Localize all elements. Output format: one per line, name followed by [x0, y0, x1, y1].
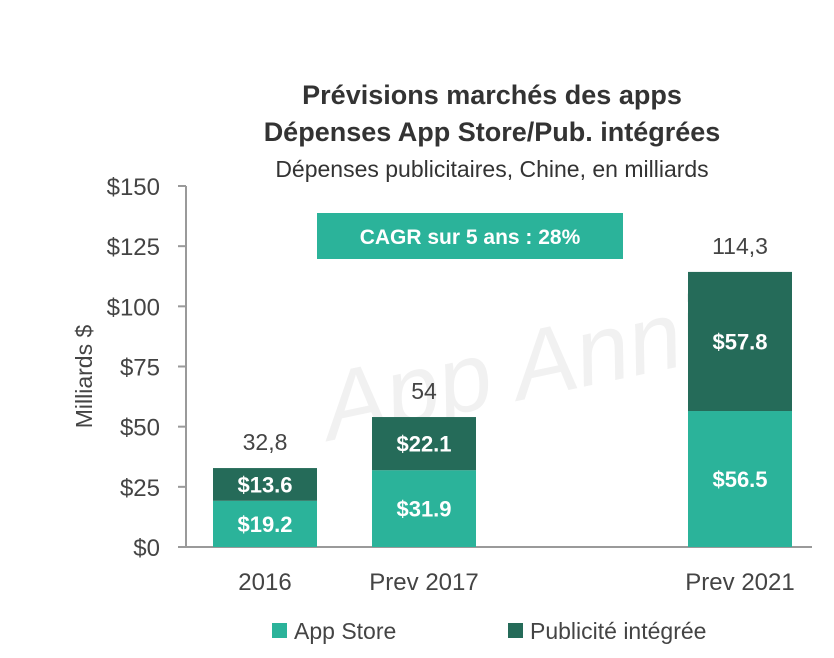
bar-segment	[372, 417, 476, 471]
chart-subtitle: Dépenses publicitaires, Chine, en millia…	[275, 156, 708, 182]
bar-value-label: $19.2	[237, 512, 292, 537]
y-tick-label: $25	[120, 475, 160, 502]
bar-total-label: 54	[411, 378, 437, 404]
chart-title-line-1: Prévisions marchés des apps	[302, 80, 682, 110]
cagr-box	[317, 213, 623, 259]
x-tick-label: Prev 2021	[685, 569, 794, 596]
y-axis: $0 $25 $50 $75 $100 $125 $150 Milliards $	[71, 174, 187, 562]
bar-segment	[213, 500, 317, 547]
bar-total-label: 114,3	[712, 233, 768, 259]
bar-total-label: 32,8	[243, 429, 288, 455]
x-tick-label: Prev 2017	[369, 569, 478, 596]
bar-segment	[213, 468, 317, 501]
bar-segment	[688, 411, 792, 547]
legend: App Store Publicité intégrée	[272, 618, 706, 644]
bar-group: $19.2 $13.6 32,8 $31.9 $22.1 54 $56.5 $57.8 114,…	[213, 233, 792, 547]
x-tick-label: 2016	[238, 569, 291, 596]
legend-swatch	[272, 623, 287, 638]
bar-value-label: $13.6	[237, 472, 292, 497]
bar-segment	[372, 470, 476, 547]
legend-swatch	[508, 623, 523, 638]
chart-title: Prévisions marchés des apps Dépenses App…	[264, 80, 721, 147]
y-tick-label: $100	[107, 294, 160, 321]
legend-label: App Store	[294, 618, 396, 644]
bar-segment	[688, 271, 792, 412]
bar-value-label: $57.8	[712, 329, 767, 354]
cagr-text: CAGR sur 5 ans : 28%	[360, 226, 581, 249]
y-tick-label: $50	[120, 415, 160, 442]
legend-label: Publicité intégrée	[530, 618, 706, 644]
y-tick-label: $125	[107, 234, 160, 261]
y-tick-label: $0	[133, 535, 160, 562]
bar-value-label: $22.1	[396, 432, 451, 457]
bar-value-label: $56.5	[712, 467, 767, 492]
y-axis-label: Milliards $	[71, 325, 97, 429]
y-tick-label: $75	[120, 355, 160, 382]
chart-title-line-2: Dépenses App Store/Pub. intégrées	[264, 117, 721, 147]
x-axis: 2016 Prev 2017 Prev 2021	[186, 546, 812, 596]
y-tick-label: $150	[107, 174, 160, 201]
bar-value-label: $31.9	[396, 497, 451, 522]
cagr-annotation: CAGR sur 5 ans : 28%	[317, 213, 623, 259]
